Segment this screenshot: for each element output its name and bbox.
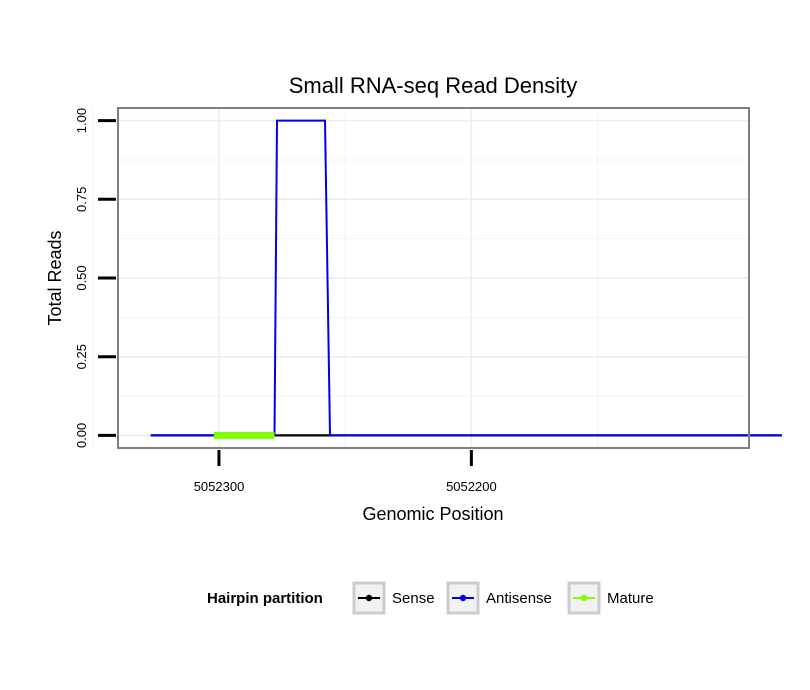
legend-label-antisense: Antisense [486,590,552,607]
legend: Hairpin partition Sense Antisense Mature [207,581,654,615]
y-tick-label: 0.50 [74,265,89,290]
legend-key-dot [365,594,373,602]
series-layer [150,119,782,439]
y-tick-label: 0.75 [74,187,89,212]
y-tick-label: 0.25 [74,344,89,369]
legend-label-sense: Sense [392,590,435,607]
legend-key-dot [580,594,588,602]
plot-panel-border [117,107,750,449]
x-tick-label: 5052300 [194,479,245,494]
y-tick-label: 1.00 [74,108,89,133]
legend-key-dot [459,594,467,602]
y-axis-title: Total Reads [45,230,65,325]
y-axis: 0.00 0.25 0.50 0.75 1.00 [74,108,116,448]
x-axis-title: Genomic Position [362,504,503,524]
legend-label-mature: Mature [607,590,654,607]
x-tick-label: 5052200 [446,479,497,494]
x-axis: 5052300 5052200 [194,450,497,494]
chart-title: Small RNA-seq Read Density [289,73,578,98]
grid-lines [92,108,749,448]
y-tick-label: 0.00 [74,423,89,448]
legend-title: Hairpin partition [207,590,323,607]
